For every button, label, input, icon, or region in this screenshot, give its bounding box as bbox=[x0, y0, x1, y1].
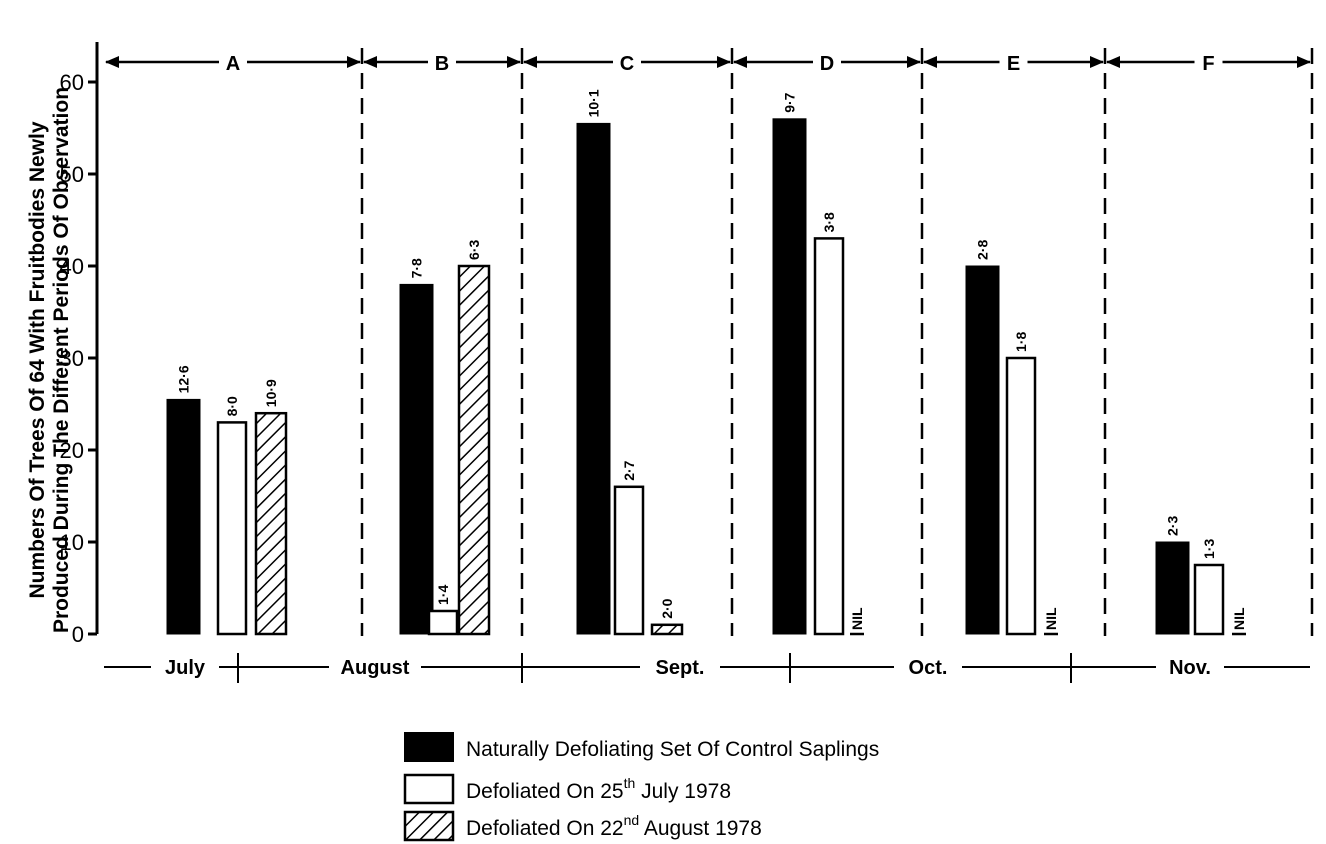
bar bbox=[813, 237, 845, 636]
period-label: E bbox=[1007, 53, 1020, 75]
y-tick-label: 20 bbox=[60, 438, 84, 463]
y-tick-label: 60 bbox=[60, 70, 84, 95]
legend-swatch-august bbox=[403, 810, 455, 842]
legend-swatch-control bbox=[404, 732, 454, 762]
period-label: B bbox=[435, 53, 449, 75]
bar bbox=[650, 623, 684, 636]
bar-value-label: 1·4 bbox=[435, 585, 451, 605]
period-label: C bbox=[620, 53, 634, 75]
bar-value-label: 2·0 bbox=[659, 598, 675, 618]
y-axis-title-line2: Produced During The Different Periods Of… bbox=[50, 87, 73, 633]
y-axis-ticks: 0 10 20 30 40 50 60 bbox=[60, 70, 97, 647]
period-label: A bbox=[226, 53, 240, 75]
y-axis-title: Numbers Of Trees Of 64 With Fruitbodies … bbox=[26, 87, 73, 633]
bar-value-label: NIL bbox=[1231, 607, 1247, 630]
month-label: August bbox=[341, 657, 410, 679]
bar-value-label: 7·8 bbox=[409, 258, 425, 278]
bar-value-label: 1·8 bbox=[1013, 332, 1029, 352]
bar bbox=[1005, 356, 1037, 636]
month-axis: July August Sept. Oct. Nov. bbox=[104, 653, 1310, 683]
legend-label-august: Defoliated On 22nd August 1978 bbox=[466, 812, 762, 840]
y-tick-label: 0 bbox=[72, 622, 84, 647]
y-tick-label: 40 bbox=[60, 254, 84, 279]
y-tick-label: 10 bbox=[60, 530, 84, 555]
period-separators bbox=[360, 48, 1314, 636]
bar bbox=[772, 118, 807, 635]
bar-value-label: 10·1 bbox=[586, 89, 602, 117]
bar bbox=[1193, 563, 1225, 636]
month-label: Nov. bbox=[1169, 657, 1211, 679]
bar bbox=[457, 264, 491, 636]
bar-value-label: 2·8 bbox=[975, 240, 991, 260]
bar-value-label: 3·8 bbox=[821, 212, 837, 232]
bar bbox=[427, 609, 459, 636]
legend-label-control: Naturally Defoliating Set Of Control Sap… bbox=[466, 738, 879, 761]
bar bbox=[399, 283, 434, 635]
bar-value-label: 2·7 bbox=[621, 460, 637, 480]
bar bbox=[613, 485, 645, 636]
legend: Naturally Defoliating Set Of Control Sap… bbox=[403, 732, 879, 842]
bar bbox=[166, 398, 201, 635]
bar bbox=[1155, 541, 1190, 635]
bar-value-label: 10·9 bbox=[263, 379, 279, 407]
bars: 12·6 7·8 10·1 9·7 2·8 2·3 8·0 1·4 2·7 3·8 1·8 1·3 10… bbox=[166, 89, 1247, 636]
bar-value-label: 2·3 bbox=[1165, 516, 1181, 536]
bar-value-label: 8·0 bbox=[224, 396, 240, 416]
bar-value-label: 6·3 bbox=[466, 240, 482, 260]
month-label: Sept. bbox=[656, 657, 705, 679]
bar bbox=[254, 411, 288, 636]
month-label: July bbox=[165, 657, 206, 679]
bar bbox=[965, 265, 1000, 635]
bar-value-label: 9·7 bbox=[782, 92, 798, 112]
y-tick-label: 50 bbox=[60, 162, 84, 187]
legend-label-july: Defoliated On 25th July 1978 bbox=[466, 775, 731, 803]
bar bbox=[576, 122, 611, 635]
bar bbox=[216, 421, 248, 636]
bar-value-label: NIL bbox=[849, 607, 865, 630]
period-label: D bbox=[820, 53, 834, 75]
bar-value-label: 12·6 bbox=[176, 365, 192, 393]
y-axis-title-line1: Numbers Of Trees Of 64 With Fruitbodies … bbox=[26, 121, 49, 598]
period-arrows: A B C D E F bbox=[105, 53, 1311, 75]
month-label: Oct. bbox=[909, 657, 948, 679]
bar-value-label: 1·3 bbox=[1201, 539, 1217, 559]
bar-value-label: NIL bbox=[1043, 607, 1059, 630]
y-tick-label: 30 bbox=[60, 346, 84, 371]
period-label: F bbox=[1202, 53, 1214, 75]
legend-swatch-july bbox=[403, 773, 455, 805]
